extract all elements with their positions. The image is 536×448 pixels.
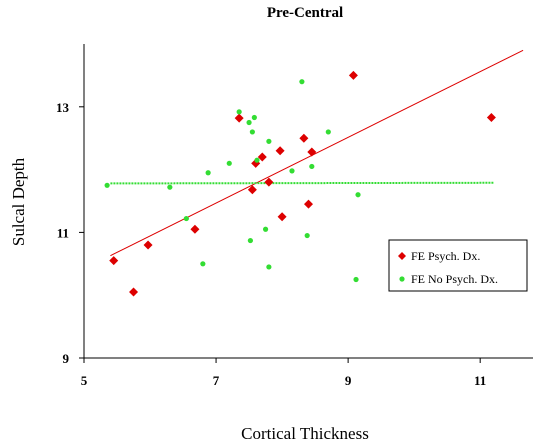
data-point-series-2 [236, 109, 242, 115]
data-point-series-1 [307, 147, 317, 157]
data-point-series-2 [200, 261, 206, 267]
data-point-series-1 [234, 113, 244, 123]
trendlines [110, 49, 524, 257]
x-tick-label: 5 [81, 373, 88, 388]
data-point-series-2 [247, 237, 253, 244]
y-tick-label: 11 [57, 225, 69, 240]
data-point-series-1 [299, 133, 309, 143]
data-point-series-1 [251, 158, 261, 168]
legend-box [388, 239, 528, 292]
axis-ticks: 5 7 9 11 9 11 13 [56, 100, 486, 388]
legend-marker-series-1 [398, 252, 406, 260]
data-point-series-1 [275, 146, 285, 156]
data-point-series-1 [304, 199, 313, 209]
data-point-series-2 [355, 192, 361, 198]
data-point-series-1 [257, 152, 267, 162]
data-point-series-2 [353, 276, 359, 283]
data-point-series-2 [266, 264, 272, 270]
x-tick-label: 7 [213, 373, 220, 388]
data-point-series-1 [143, 240, 153, 250]
legend-label-series-2: FE No Psych. Dx. [411, 272, 498, 286]
trendline-series-2 [110, 181, 494, 185]
trendline-series-1 [110, 49, 524, 257]
data-point-series-2 [325, 129, 331, 135]
chart-title: Pre-Central [267, 5, 343, 21]
x-tick-label: 9 [345, 373, 352, 388]
y-axis-title: Sulcal Depth [9, 157, 28, 246]
data-point-series-2 [254, 157, 260, 163]
legend: FE Psych. Dx. FE No Psych. Dx. [388, 239, 528, 292]
data-point-series-2 [104, 182, 110, 188]
data-point-series-2 [289, 168, 295, 174]
data-point-series-1 [277, 212, 287, 222]
data-point-series-2 [262, 226, 269, 232]
data-point-series-2 [226, 160, 232, 166]
data-point-series-1 [109, 256, 119, 266]
data-point-series-2 [249, 129, 255, 135]
data-point-series-1 [129, 287, 139, 297]
data-point-series-2 [309, 163, 315, 170]
data-point-series-2 [299, 79, 305, 85]
data-points [104, 70, 496, 297]
data-point-series-2 [266, 138, 272, 144]
data-point-series-1 [486, 112, 496, 122]
data-point-series-1 [348, 70, 358, 80]
x-tick-label: 11 [474, 373, 486, 388]
data-point-series-1 [264, 177, 274, 187]
x-axis-title: Cortical Thickness [241, 424, 369, 443]
data-point-series-1 [190, 224, 200, 234]
legend-label-series-1: FE Psych. Dx. [411, 249, 480, 263]
y-tick-label: 9 [63, 351, 70, 366]
data-point-series-2 [251, 114, 257, 121]
y-tick-label: 13 [56, 100, 70, 115]
legend-marker-series-2 [399, 276, 405, 282]
data-point-series-2 [304, 232, 310, 239]
data-point-series-2 [205, 170, 211, 176]
data-point-series-1 [247, 185, 257, 195]
data-point-series-2 [183, 215, 189, 222]
data-point-series-2 [167, 184, 173, 190]
data-point-series-2 [246, 119, 252, 126]
